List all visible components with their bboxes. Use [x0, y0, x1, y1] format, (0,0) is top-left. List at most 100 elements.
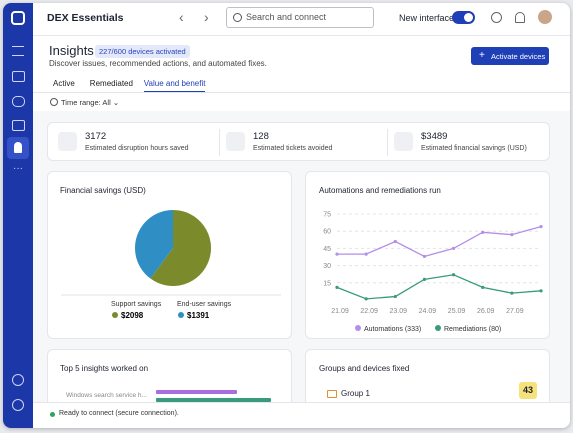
legend-dot — [112, 312, 118, 318]
point — [481, 285, 485, 289]
line-series — [336, 274, 542, 300]
point — [422, 277, 427, 281]
notifications[interactable] — [515, 12, 525, 23]
toggle[interactable] — [452, 11, 475, 24]
window: ··· DEX Essentials ‹ › Search and connec… — [3, 3, 570, 428]
x-tick-label: 26.09 — [477, 308, 495, 315]
bar-label: Windows search service h... — [66, 392, 147, 399]
stat-icon — [58, 132, 77, 151]
legend-value: $1391 — [187, 311, 210, 320]
nav-icon[interactable] — [12, 71, 25, 82]
stats-card: 3172 Estimated disruption hours saved 128 E… — [47, 122, 550, 161]
bar — [156, 390, 237, 394]
card-title: Groups and devices fixed — [319, 364, 410, 373]
filter-label: Time range: All — [61, 98, 111, 107]
stat-divider — [387, 129, 388, 156]
y-tick-label: 30 — [323, 263, 331, 270]
settings[interactable] — [491, 12, 502, 23]
search[interactable]: Search and connect — [226, 7, 374, 28]
x-tick-label: 22.09 — [360, 308, 378, 315]
x-tick-label: 24.09 — [419, 308, 437, 315]
group-name[interactable]: Group 1 — [341, 389, 370, 398]
logo[interactable] — [11, 11, 25, 25]
stat-value: 128 — [253, 131, 269, 142]
line-series — [337, 225, 542, 258]
nav-icon[interactable] — [12, 120, 25, 131]
subtitle: Discover issues, recommended actions, an… — [49, 59, 267, 68]
bar — [156, 398, 271, 402]
legend-label: Automations (333) — [364, 326, 421, 333]
tab[interactable]: Value and benefit — [143, 79, 206, 92]
legend-label: Support savings — [111, 301, 162, 308]
y-tick-label: 15 — [323, 280, 331, 287]
toggle-label: New interface — [399, 13, 455, 23]
stat-label: Estimated disruption hours saved — [85, 145, 189, 152]
legend-label: Remediations (80) — [444, 326, 501, 333]
pie-chart: Support savings $2098 End-user savings $139… — [61, 210, 281, 320]
bar-chart: Windows search service h... — [66, 390, 271, 402]
stat-icon — [226, 132, 245, 151]
stat-value: $3489 — [421, 131, 448, 142]
help-icon[interactable] — [12, 399, 24, 411]
point — [335, 285, 339, 289]
point — [393, 239, 397, 244]
forward[interactable]: › — [204, 9, 209, 25]
topbar: DEX Essentials ‹ › Search and connect Ne… — [33, 3, 570, 36]
sidebar: ··· — [3, 3, 33, 428]
tab[interactable]: Remediated — [89, 79, 133, 88]
nav-icon[interactable] — [12, 46, 24, 56]
search-placeholder: Search and connect — [246, 12, 327, 22]
y-tick-label: 45 — [323, 246, 331, 253]
legend-value: $2098 — [121, 311, 144, 320]
avatar[interactable] — [538, 10, 552, 24]
stat-icon — [394, 132, 413, 151]
legend-dot — [435, 325, 441, 331]
point — [335, 252, 339, 256]
nav-more[interactable]: ··· — [13, 163, 23, 174]
point — [481, 230, 485, 234]
legend-dot — [355, 325, 361, 331]
point — [393, 294, 397, 299]
statusbar: Ready to connect (secure connection). — [33, 402, 570, 428]
point — [510, 233, 514, 237]
stat-divider — [219, 129, 220, 156]
pie-card: Financial savings (USD) Support savings $… — [47, 171, 292, 339]
x-tick-label: 23.09 — [390, 308, 408, 315]
y-tick-label: 60 — [323, 229, 331, 236]
divider — [33, 92, 570, 93]
x-tick-label: 27.09 — [506, 308, 524, 315]
group-count: 43 — [519, 382, 537, 399]
settings-icon[interactable] — [12, 374, 24, 386]
button-label: Activate devices — [491, 52, 546, 61]
stat-label: Estimated tickets avoided — [253, 145, 333, 152]
tab[interactable]: Active — [53, 79, 75, 88]
point — [364, 297, 368, 301]
point — [539, 289, 543, 293]
status-dot — [50, 412, 55, 417]
app-title: DEX Essentials — [47, 12, 124, 24]
point — [539, 225, 543, 229]
page-title: Insights — [49, 43, 94, 58]
legend-dot — [178, 312, 184, 318]
pie-slice — [150, 210, 212, 286]
point — [451, 246, 456, 250]
x-tick-label: 25.09 — [448, 308, 466, 315]
card-title: Top 5 insights worked on — [60, 364, 149, 373]
stat-value: 3172 — [85, 131, 107, 142]
nav-active[interactable] — [7, 137, 29, 159]
card-title: Automations and remediations run — [319, 186, 441, 195]
back[interactable]: ‹ — [179, 9, 184, 25]
point — [451, 273, 456, 277]
point — [510, 291, 514, 295]
folder-icon — [327, 390, 337, 398]
activate-button[interactable]: + Activate devices — [471, 47, 549, 65]
stat-label: Estimated financial savings (USD) — [421, 145, 527, 152]
point — [422, 254, 427, 259]
nav-icon[interactable] — [12, 96, 25, 107]
pie-slice — [135, 210, 173, 279]
filter[interactable]: Time range: All ⌄ — [50, 98, 119, 107]
card-title: Financial savings (USD) — [60, 186, 146, 195]
badge: 227/600 devices activated — [95, 45, 190, 58]
line-card: Automations and remediations run 15 30 45 6… — [305, 171, 550, 339]
